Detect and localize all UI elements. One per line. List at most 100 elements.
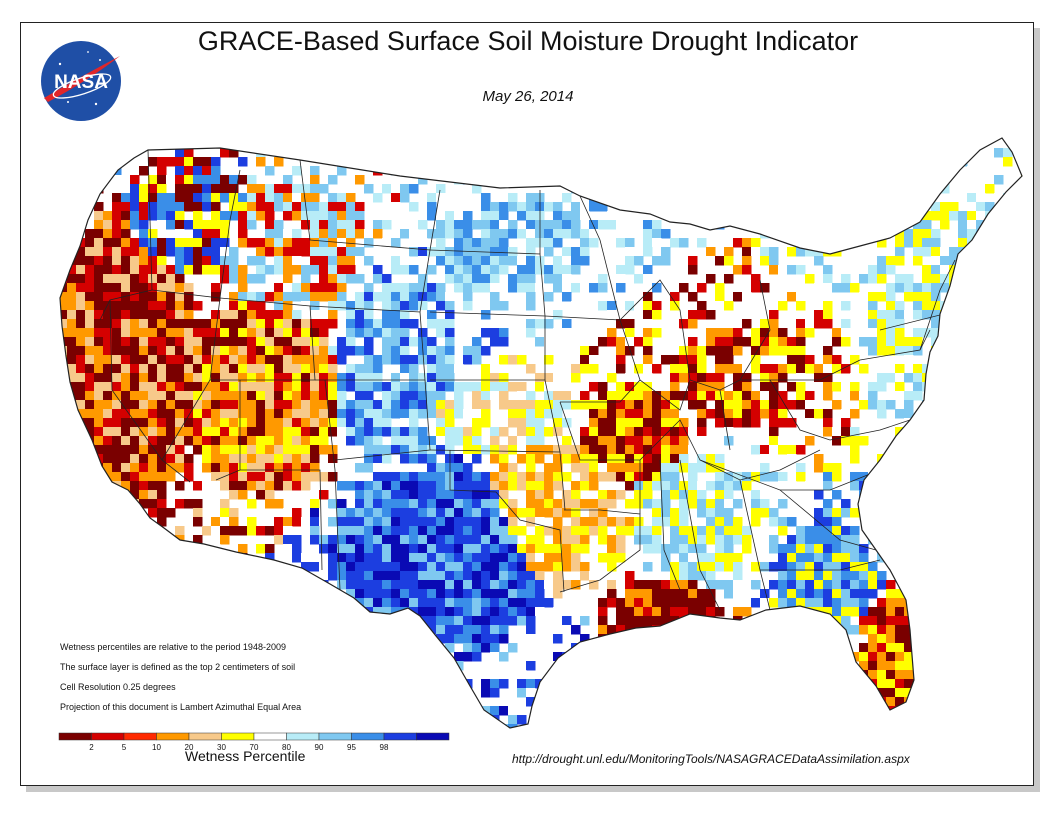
moisture-cell (265, 292, 275, 302)
moisture-cell (103, 382, 113, 392)
moisture-cell (60, 148, 68, 158)
moisture-cell (292, 265, 302, 275)
moisture-cell (616, 319, 626, 329)
moisture-cell (589, 571, 599, 581)
moisture-cell (85, 724, 95, 728)
moisture-cell (139, 490, 149, 500)
moisture-cell (868, 382, 878, 392)
moisture-cell (409, 373, 419, 383)
moisture-cell (1003, 157, 1013, 167)
moisture-cell (445, 517, 455, 527)
moisture-cell (1003, 346, 1013, 356)
moisture-cell (427, 544, 437, 554)
moisture-cell (508, 580, 518, 590)
moisture-cell (553, 652, 563, 662)
moisture-cell (184, 364, 194, 374)
moisture-cell (994, 463, 1004, 473)
moisture-cell (310, 652, 320, 662)
moisture-cell (166, 193, 176, 203)
moisture-cell (670, 652, 680, 662)
moisture-cell (67, 625, 77, 635)
moisture-cell (157, 274, 167, 284)
moisture-cell (715, 706, 725, 716)
moisture-cell (193, 301, 203, 311)
moisture-cell (661, 256, 671, 266)
moisture-cell (148, 139, 158, 149)
moisture-cell (247, 724, 257, 728)
moisture-cell (922, 373, 932, 383)
moisture-cell (301, 220, 311, 230)
moisture-cell (40, 661, 50, 671)
moisture-cell (148, 301, 158, 311)
moisture-cell (976, 265, 986, 275)
moisture-cell (535, 580, 545, 590)
moisture-cell (931, 697, 941, 707)
moisture-cell (643, 436, 653, 446)
moisture-cell (553, 481, 563, 491)
moisture-cell (589, 517, 599, 527)
moisture-cell (1021, 490, 1022, 500)
moisture-cell (607, 643, 617, 653)
moisture-cell (832, 697, 842, 707)
moisture-cell (436, 382, 446, 392)
moisture-cell (895, 562, 905, 572)
moisture-cell (949, 436, 959, 446)
moisture-cell (274, 265, 284, 275)
moisture-cell (787, 202, 797, 212)
moisture-cell (787, 589, 797, 599)
moisture-cell (328, 553, 338, 563)
moisture-cell (310, 283, 320, 293)
moisture-cell (931, 409, 941, 419)
moisture-cell (823, 625, 833, 635)
moisture-cell (679, 697, 689, 707)
moisture-cell (247, 193, 257, 203)
moisture-cell (337, 580, 347, 590)
moisture-cell (607, 328, 617, 338)
moisture-cell (121, 202, 131, 212)
moisture-cell (526, 454, 536, 464)
moisture-cell (76, 292, 86, 302)
moisture-cell (301, 391, 311, 401)
moisture-cell (274, 202, 284, 212)
moisture-cell (553, 283, 563, 293)
moisture-cell (193, 139, 203, 149)
moisture-cell (274, 346, 284, 356)
moisture-cell (823, 661, 833, 671)
moisture-cell (373, 715, 383, 725)
moisture-cell (589, 454, 599, 464)
moisture-cell (409, 634, 419, 644)
moisture-cell (931, 265, 941, 275)
moisture-cell (931, 607, 941, 617)
moisture-cell (733, 625, 743, 635)
moisture-cell (814, 184, 824, 194)
moisture-cell (265, 589, 275, 599)
moisture-cell (562, 211, 572, 221)
moisture-cell (877, 661, 887, 671)
moisture-cell (751, 157, 761, 167)
moisture-cell (517, 436, 527, 446)
moisture-cell (85, 138, 95, 140)
moisture-cell (994, 220, 1004, 230)
moisture-cell (985, 499, 995, 509)
moisture-cell (184, 184, 194, 194)
moisture-cell (481, 409, 491, 419)
moisture-cell (994, 688, 1004, 698)
moisture-cell (157, 454, 167, 464)
moisture-cell (769, 643, 779, 653)
moisture-cell (904, 229, 914, 239)
moisture-cell (544, 382, 554, 392)
moisture-cell (382, 508, 392, 518)
moisture-cell (283, 265, 293, 275)
moisture-cell (733, 409, 743, 419)
moisture-cell (292, 580, 302, 590)
moisture-cell (877, 715, 887, 725)
moisture-cell (184, 265, 194, 275)
moisture-cell (310, 598, 320, 608)
moisture-cell (598, 607, 608, 617)
moisture-cell (985, 409, 995, 419)
moisture-cell (634, 517, 644, 527)
moisture-cell (598, 418, 608, 428)
moisture-cell (958, 652, 968, 662)
moisture-cell (787, 355, 797, 365)
moisture-cell (742, 319, 752, 329)
